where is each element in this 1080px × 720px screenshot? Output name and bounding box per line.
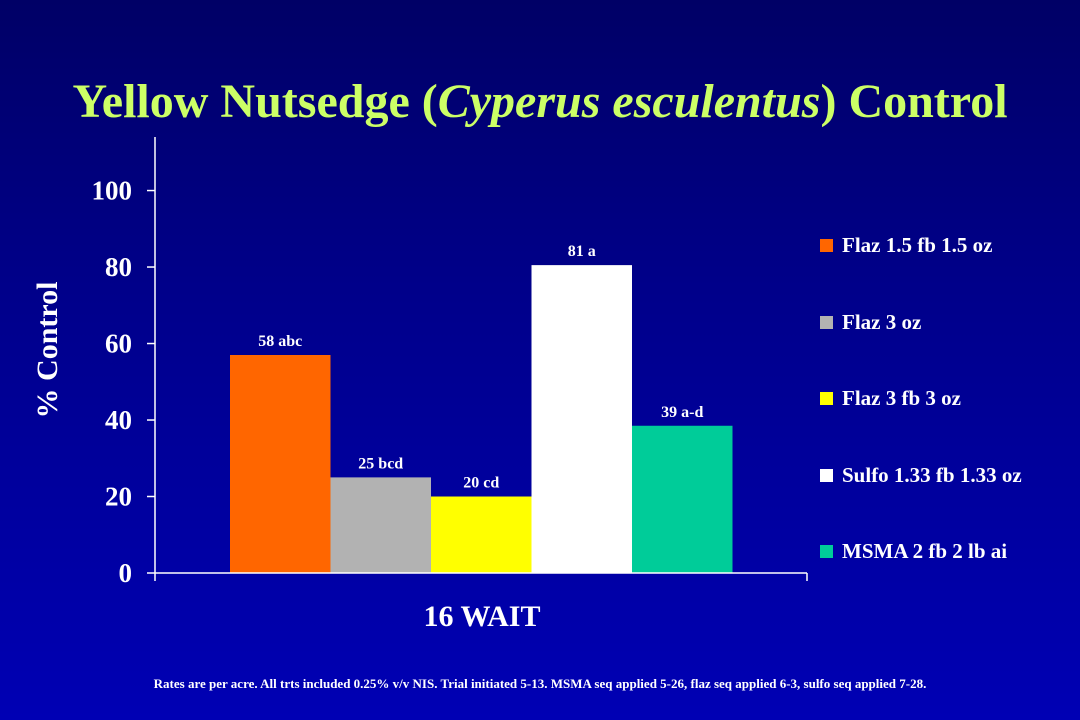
- legend-swatch: [820, 315, 833, 329]
- footnote: Rates are per acre. All trts included 0.…: [153, 676, 927, 691]
- legend-label: Flaz 3 oz: [842, 309, 922, 334]
- title-suffix: ) Control: [820, 75, 1008, 128]
- data-label: 81 a: [568, 243, 596, 260]
- data-label: 20 cd: [463, 475, 499, 492]
- legend-label: Sulfo 1.33 fb 1.33 oz: [842, 462, 1022, 487]
- data-label: 39 a-d: [661, 404, 703, 421]
- y-tick-label: 100: [92, 176, 133, 206]
- bar: [330, 477, 431, 573]
- bar: [531, 265, 632, 573]
- y-tick-label: 20: [105, 482, 132, 512]
- legend-swatch: [820, 468, 833, 482]
- data-label: 25 bcd: [358, 455, 403, 472]
- y-axis-label: % Control: [31, 281, 64, 419]
- title-species: Cyperus esculentus: [437, 75, 821, 128]
- legend-swatch: [820, 545, 833, 558]
- legend-swatch: [820, 239, 833, 252]
- y-tick-label: 0: [119, 558, 133, 588]
- x-axis-label: 16 WAIT: [423, 600, 541, 633]
- legend-label: MSMA 2 fb 2 lb ai: [842, 539, 1008, 563]
- legend-swatch: [820, 392, 833, 405]
- y-tick-label: 60: [105, 329, 132, 359]
- y-tick-label: 80: [105, 252, 132, 282]
- legend-label: Flaz 3 fb 3 oz: [842, 386, 961, 410]
- legend-label: Flaz 1.5 fb 1.5 oz: [842, 233, 993, 257]
- bar: [632, 425, 733, 573]
- data-label: 58 abc: [258, 333, 302, 350]
- y-tick-label: 40: [105, 405, 132, 435]
- title-prefix: Yellow Nutsedge (: [72, 75, 438, 128]
- chart-title: Yellow Nutsedge (Cyperus esculentus) Con…: [0, 74, 1080, 130]
- bar: [230, 355, 331, 573]
- bar: [431, 496, 532, 573]
